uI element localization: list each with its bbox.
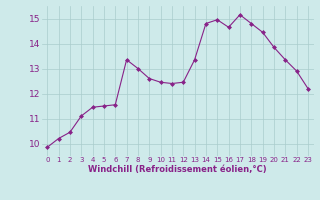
- X-axis label: Windchill (Refroidissement éolien,°C): Windchill (Refroidissement éolien,°C): [88, 165, 267, 174]
